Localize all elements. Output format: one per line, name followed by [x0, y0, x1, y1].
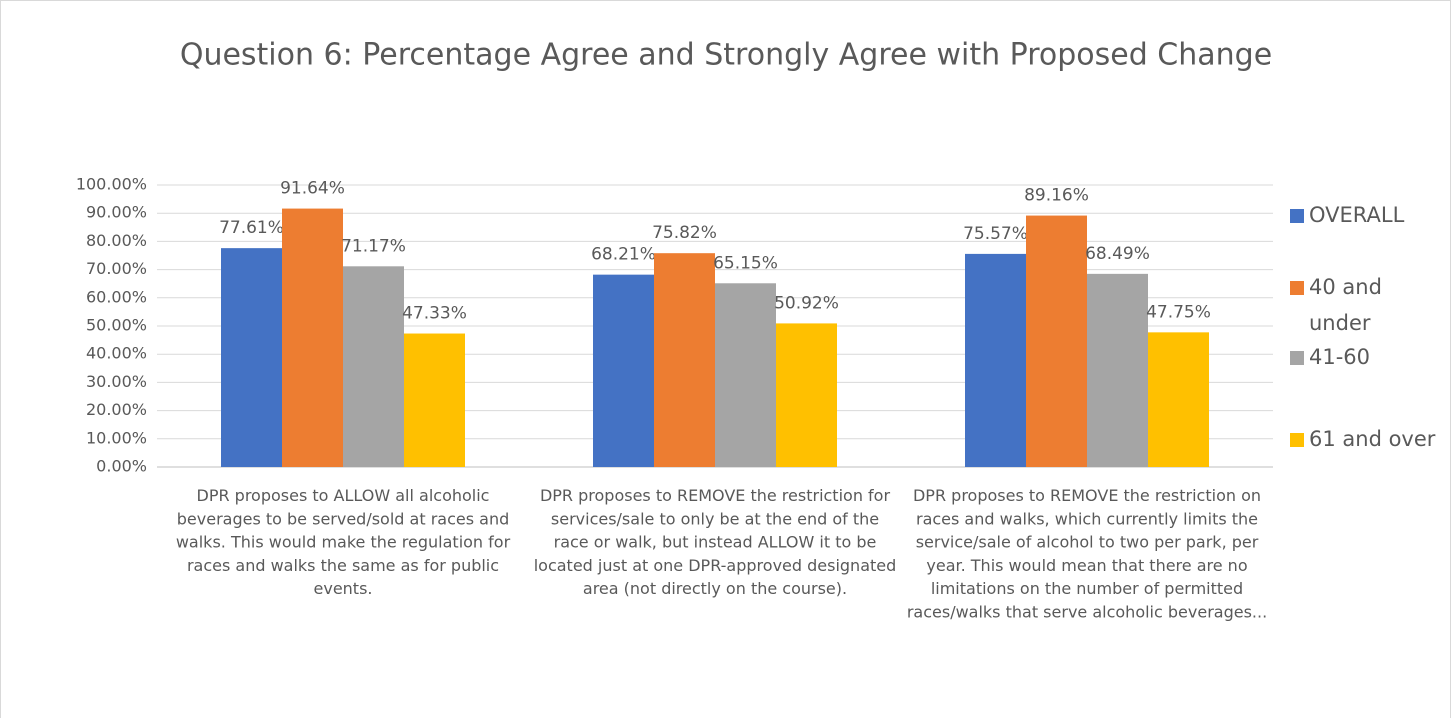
bar	[1026, 215, 1087, 467]
bar	[654, 253, 715, 467]
data-label: 68.49%	[1085, 244, 1150, 264]
legend-swatch	[1290, 351, 1304, 365]
bar	[776, 323, 837, 467]
x-tick-label: DPR proposes to REMOVE the restriction o…	[907, 486, 1267, 622]
y-tick-label: 60.00%	[86, 287, 147, 306]
bar	[965, 253, 1026, 467]
y-tick-label: 40.00%	[86, 344, 147, 363]
legend-label: 61 and over	[1309, 427, 1436, 451]
legend-label: 41-60	[1309, 345, 1370, 369]
legend-swatch	[1290, 433, 1304, 447]
data-label: 89.16%	[1024, 186, 1089, 206]
bar	[221, 248, 282, 467]
data-label: 47.33%	[402, 304, 467, 324]
legend-label: 40 and under	[1309, 275, 1382, 335]
data-label: 50.92%	[774, 293, 839, 313]
data-label: 47.75%	[1146, 302, 1211, 322]
data-label: 71.17%	[341, 236, 406, 256]
y-tick-label: 100.00%	[76, 175, 147, 194]
bar	[282, 208, 343, 467]
x-tick-label: DPR proposes to REMOVE the restriction f…	[534, 486, 897, 598]
bar	[593, 274, 654, 467]
y-tick-label: 10.00%	[86, 428, 147, 447]
data-label: 91.64%	[280, 179, 345, 199]
chart-title: Question 6: Percentage Agree and Strongl…	[180, 38, 1272, 73]
data-label: 75.57%	[963, 224, 1028, 244]
y-tick-label: 90.00%	[86, 203, 147, 222]
data-label: 75.82%	[652, 223, 717, 243]
legend-swatch	[1290, 281, 1304, 295]
bar	[343, 266, 404, 467]
bar	[404, 333, 465, 467]
y-tick-label: 30.00%	[86, 372, 147, 391]
data-label: 65.15%	[713, 253, 778, 273]
y-tick-label: 80.00%	[86, 231, 147, 250]
y-tick-label: 20.00%	[86, 400, 147, 419]
data-label: 77.61%	[219, 218, 284, 238]
bar	[1148, 332, 1209, 467]
bar	[715, 283, 776, 467]
bar	[1087, 273, 1148, 467]
x-tick-label: DPR proposes to ALLOW all alcoholic bever…	[176, 486, 511, 598]
data-label: 68.21%	[591, 245, 656, 265]
legend-swatch	[1290, 209, 1304, 223]
y-tick-label: 0.00%	[96, 457, 147, 476]
y-tick-label: 50.00%	[86, 316, 147, 335]
y-tick-label: 70.00%	[86, 259, 147, 278]
legend-label: OVERALL	[1309, 203, 1405, 227]
